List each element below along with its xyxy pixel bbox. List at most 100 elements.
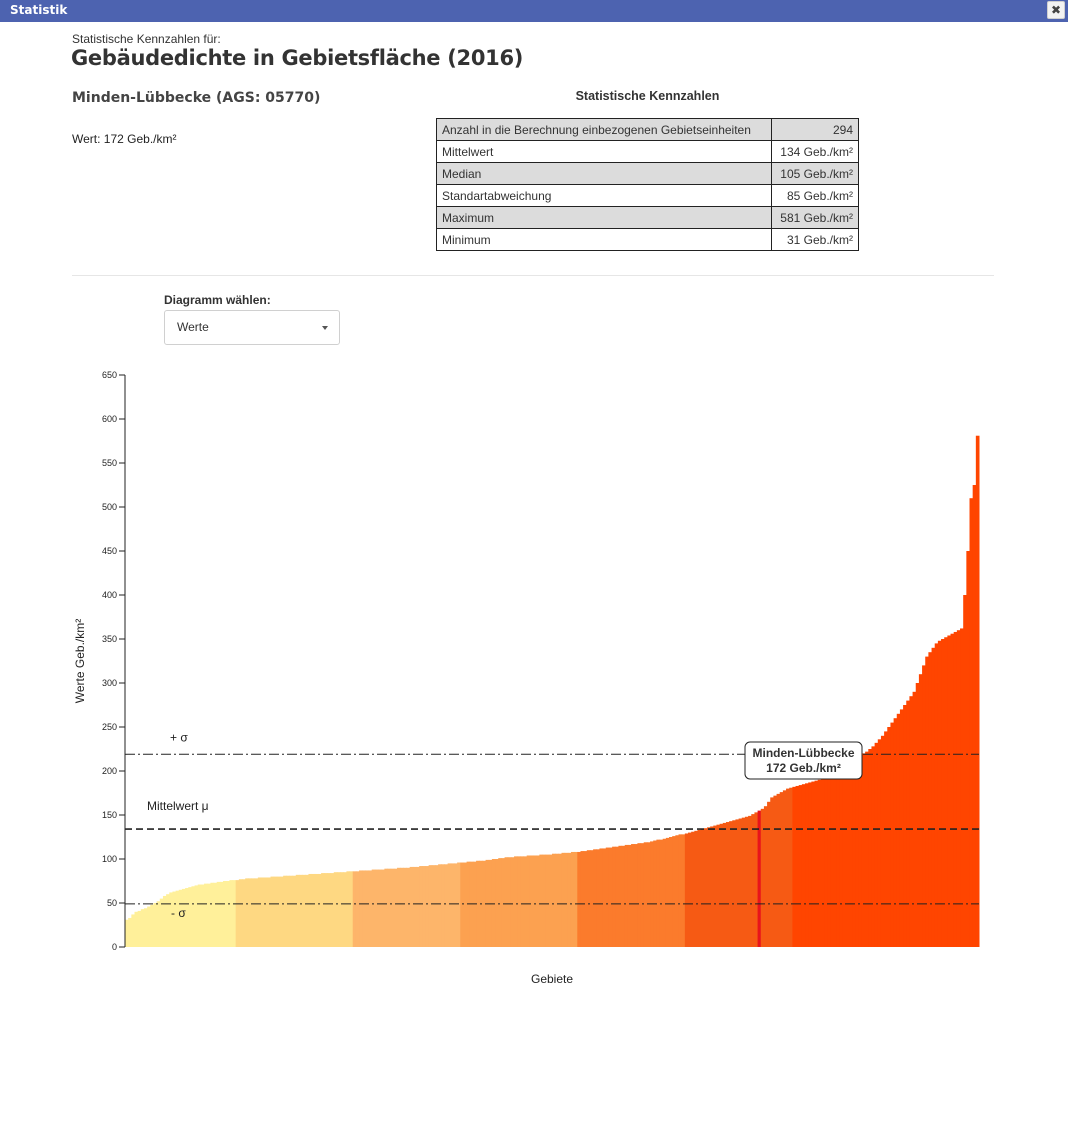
bar	[972, 485, 977, 947]
bar	[166, 894, 170, 947]
bar	[197, 884, 202, 947]
bar	[937, 640, 942, 947]
bar	[855, 756, 860, 947]
bar	[925, 656, 929, 947]
bar	[887, 727, 891, 947]
bar	[438, 864, 442, 947]
bar	[216, 881, 221, 947]
bar	[409, 866, 414, 947]
bar	[890, 722, 895, 947]
bar	[599, 848, 604, 947]
bar	[653, 840, 657, 947]
y-tick-label: 350	[102, 634, 117, 644]
x-axis-label: Gebiete	[531, 972, 573, 986]
bar	[675, 835, 680, 947]
highlight-value: 172 Geb./km²	[766, 761, 841, 775]
y-tick-label: 550	[102, 458, 117, 468]
bar	[716, 824, 721, 947]
bar	[634, 844, 638, 947]
close-button[interactable]: ✖	[1047, 1, 1065, 19]
bar	[884, 731, 888, 947]
bar	[678, 834, 683, 947]
bar	[944, 637, 948, 947]
bar	[374, 869, 379, 947]
bar	[751, 814, 755, 947]
bar	[555, 853, 559, 947]
bar	[419, 866, 423, 947]
bar	[877, 739, 882, 947]
bar	[656, 839, 661, 947]
highlight-callout: Minden-Lübbecke 172 Geb./km²	[744, 741, 863, 780]
bar	[533, 855, 537, 947]
bar	[725, 822, 730, 947]
y-tick-label: 150	[102, 810, 117, 820]
bar	[514, 856, 518, 947]
bar	[387, 868, 392, 947]
bar	[963, 595, 967, 947]
bar	[539, 854, 544, 947]
bar	[814, 780, 819, 947]
bar	[412, 866, 417, 947]
bar	[362, 870, 366, 947]
bar	[336, 872, 341, 947]
bar	[691, 831, 695, 947]
y-axis-label: Werte Geb./km²	[73, 619, 87, 703]
bar	[893, 718, 898, 947]
bar	[773, 795, 778, 947]
bar	[966, 551, 971, 947]
bar	[523, 856, 528, 947]
bar	[681, 834, 686, 947]
page-subheading: Statistische Kennzahlen für:	[72, 32, 221, 46]
bar	[371, 869, 376, 947]
bar	[172, 891, 177, 947]
bar	[871, 746, 876, 947]
stats-row-max: Maximum 581 Geb./km²	[436, 206, 859, 229]
bar	[153, 903, 158, 947]
bar	[903, 705, 907, 947]
bar	[795, 785, 800, 947]
bar	[131, 914, 135, 947]
bar	[697, 829, 702, 947]
bar	[624, 844, 629, 947]
bar	[422, 866, 426, 947]
bar	[453, 863, 458, 947]
bar	[703, 828, 708, 947]
bar	[646, 842, 651, 947]
bar	[204, 883, 208, 947]
stats-value: 581 Geb./km²	[771, 206, 859, 229]
bar	[137, 910, 142, 947]
bar	[934, 643, 939, 947]
bar	[324, 873, 328, 947]
bar	[665, 837, 670, 947]
bar	[378, 869, 382, 947]
y-axis: 0 50 100 150 200 250 300 350 400 450 500 550 600 650	[102, 370, 126, 952]
bar	[612, 846, 616, 947]
bar	[922, 665, 926, 947]
bar	[552, 853, 556, 947]
bar	[950, 633, 955, 947]
bar	[207, 883, 211, 947]
bar	[596, 849, 600, 947]
bar	[710, 826, 714, 947]
region-value: Wert: 172 Geb./km²	[72, 132, 177, 146]
bar	[403, 867, 407, 947]
bar	[501, 858, 506, 947]
bar	[536, 855, 540, 947]
bar	[694, 830, 698, 947]
y-tick-label: 600	[102, 414, 117, 424]
bar	[128, 917, 132, 947]
bar	[333, 872, 338, 947]
bar	[586, 850, 591, 947]
bar	[134, 911, 139, 947]
bar	[517, 856, 521, 947]
bar	[415, 866, 420, 947]
bar	[969, 498, 974, 947]
bar	[684, 833, 689, 947]
bar	[498, 858, 502, 947]
stats-heading: Statistische Kennzahlen	[575, 89, 720, 103]
bar	[343, 872, 347, 947]
stats-row-mean: Mittelwert 134 Geb./km²	[436, 140, 859, 163]
bar	[270, 876, 275, 947]
bar	[200, 884, 205, 947]
diagram-select[interactable]: Werte	[164, 310, 340, 345]
